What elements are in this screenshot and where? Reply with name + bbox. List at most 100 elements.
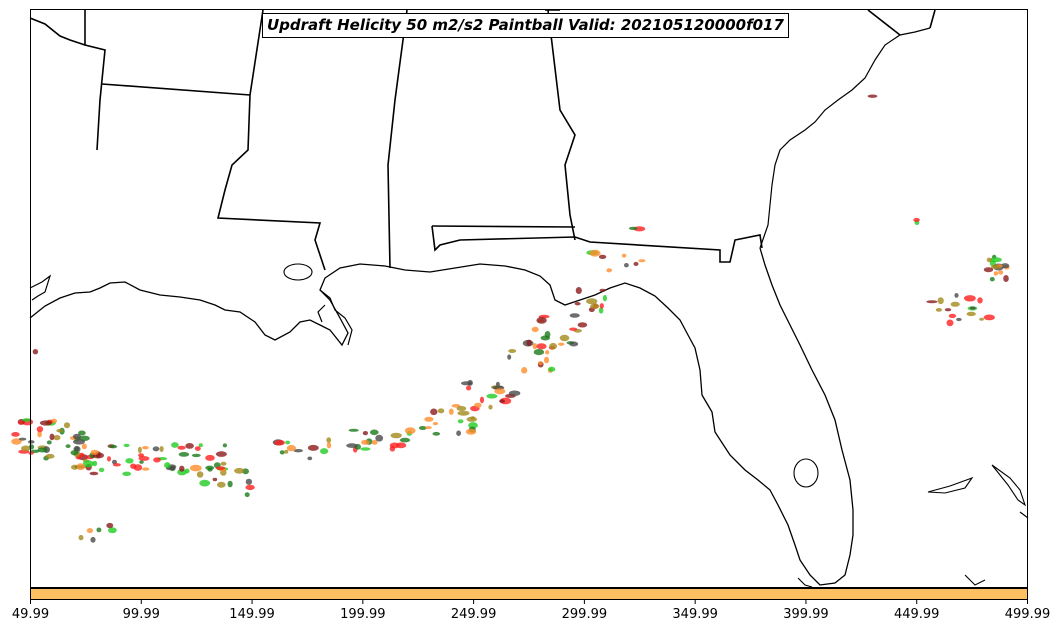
paintball-blob [73, 439, 85, 445]
colorbar-tick-label: 349.99 [672, 607, 718, 622]
paintball-blob [545, 350, 550, 355]
paintball-blob [28, 440, 35, 444]
paintball-blob [488, 404, 493, 410]
paintball-blob [28, 451, 34, 455]
paintball-blob [867, 94, 878, 98]
paintball-blob [89, 471, 99, 476]
paintball-blob [348, 428, 359, 432]
paintball-blob [138, 456, 150, 461]
paintball-blob [989, 257, 1002, 263]
bahamas-islands [927, 464, 1029, 586]
paintball-blob [122, 471, 132, 476]
paintball-blob [171, 442, 179, 448]
paintball-blob [185, 443, 194, 449]
paintball-blob [46, 440, 52, 445]
paintball-blob [86, 528, 93, 534]
paintball-blob [133, 464, 143, 471]
paintball-blob [106, 522, 114, 529]
paintball-blob [39, 420, 52, 426]
paintball-blob [569, 341, 579, 347]
paintball-blob [966, 311, 976, 317]
paintball-blob [179, 465, 185, 472]
paintball-blob [63, 422, 71, 429]
paintball-blob [199, 479, 211, 487]
paintball-blob [544, 356, 549, 364]
paintball-blob [96, 527, 102, 533]
paintball-blob [109, 444, 118, 449]
paintball-blob [371, 440, 378, 445]
paintball-blob [286, 444, 296, 452]
paintball-blob [37, 447, 48, 453]
paintball-blob [142, 467, 150, 471]
paintball-blob [575, 287, 582, 294]
paintball-blob [526, 339, 532, 346]
paintball-blob [621, 253, 627, 258]
paintball-blob [212, 477, 218, 482]
paintball-blob [602, 294, 608, 302]
paintball-blob [346, 443, 358, 448]
paintball-blob [969, 306, 976, 310]
paintball-blob [326, 442, 332, 449]
paintball-blob [222, 443, 227, 448]
paintball-blob [467, 379, 473, 386]
paintball-blob [399, 437, 411, 443]
lake-pontchartrain [283, 263, 313, 281]
paintball-blob [536, 317, 547, 324]
paintball-blob [21, 445, 31, 452]
colorbar-tick-label: 449.99 [893, 607, 940, 622]
paintball-blob [937, 297, 944, 305]
florida-keys [797, 577, 813, 588]
paintball-blob [142, 446, 149, 450]
texas-coastline [29, 274, 52, 301]
paintball-blob [92, 460, 98, 467]
paintball-blob [217, 481, 226, 488]
paintball-blob [53, 435, 61, 441]
paintball-blob [956, 317, 962, 322]
paintball-blob [178, 452, 190, 457]
paintball-blob [437, 408, 445, 414]
paintball-blob [65, 444, 71, 448]
paintball-blob [361, 439, 370, 445]
paintball-blob [569, 313, 580, 318]
paintball-blob [370, 429, 379, 436]
paintball-blob [11, 438, 22, 445]
paintball-blob [125, 458, 134, 464]
paintball-blob [227, 480, 233, 488]
paintball-blob [448, 408, 454, 415]
paintball-blob [137, 446, 142, 454]
paintball-blob [90, 536, 96, 543]
paintball-blob [112, 463, 121, 467]
paintball-blob [633, 261, 639, 266]
paintball-blob [37, 430, 42, 438]
paintball-blob [944, 308, 952, 312]
paintball-blob [76, 463, 86, 471]
paintball-blob [589, 249, 601, 257]
paintball-blob [998, 270, 1004, 275]
paintball-blob [404, 427, 416, 435]
colorbar-tick-label: 249.99 [450, 607, 497, 622]
paintball-blob [558, 342, 565, 346]
paintball-blob [139, 460, 144, 464]
paintball-blob [628, 226, 638, 230]
paintball-blob [913, 217, 920, 222]
paintball-blob [284, 449, 289, 454]
paintball-blob [508, 349, 517, 353]
paintball-blob [390, 432, 402, 439]
paintball-blob [49, 433, 55, 441]
paintball-blob [90, 449, 99, 455]
paintball-blob [36, 426, 44, 433]
paintball-blob [521, 367, 528, 374]
paintball-blob [991, 264, 1000, 269]
paintball-blob [108, 527, 117, 534]
paintball-blob [507, 354, 512, 360]
paintball-layer [11, 94, 1010, 543]
paintball-blob [457, 410, 470, 416]
paintball-blob [279, 450, 285, 455]
paintball-blob [82, 460, 94, 468]
paintball-blob [320, 448, 329, 455]
colorbar-ticks [30, 599, 1028, 604]
paintball-blob [590, 303, 600, 309]
paintball-blob [78, 430, 86, 436]
paintball-blob [177, 445, 186, 450]
